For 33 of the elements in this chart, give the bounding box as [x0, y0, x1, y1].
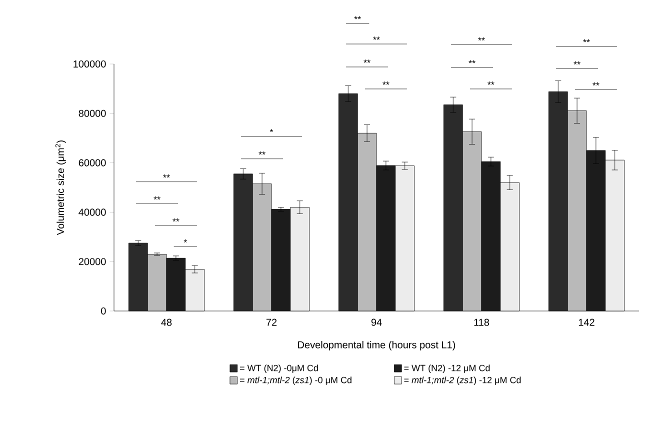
y-tick-label: 40000 — [78, 208, 106, 216]
y-tick-label: 80000 — [78, 110, 106, 117]
y-tick-label: 60000 — [78, 159, 106, 166]
x-tick-label: 142 — [578, 318, 594, 326]
annotation: ** — [154, 196, 160, 200]
legend-label: = WT (N2) -0μM Cd — [240, 364, 318, 373]
annotation: ** — [488, 82, 494, 85]
annotation: ** — [163, 174, 170, 178]
y-tick-label: 0 — [101, 307, 106, 315]
y-tick-label: 20000 — [78, 258, 106, 266]
annotation: ** — [574, 61, 580, 64]
text: ** — [364, 60, 370, 63]
x-tick-label: 94 — [371, 318, 382, 326]
text: ** — [478, 37, 485, 41]
annotation: ** — [592, 82, 600, 86]
text: ** — [468, 60, 476, 64]
x-tick-label: 118 — [474, 318, 490, 326]
x-tick-label: 72 — [266, 318, 277, 326]
text: ** — [373, 36, 380, 40]
legend-label: = WT (N2) -12 μM Cd — [404, 364, 490, 373]
text: ** — [583, 39, 590, 42]
legend-label: = mtl-1;mtl-2 (zs1) -0 μM Cd — [240, 376, 352, 386]
annotation: ** — [172, 218, 180, 222]
annotation: * — [270, 128, 274, 132]
x-axis-title: Developmental time (hours post L1) — [298, 341, 456, 350]
annotation: * — [184, 239, 188, 243]
annotation: ** — [258, 151, 266, 155]
x-tick-label: 48 — [161, 318, 172, 326]
text: ** — [354, 16, 361, 20]
y-tick-label: 100000 — [74, 60, 106, 68]
annotation: ** — [382, 82, 390, 85]
legend-label: = mtl-1;mtl-2 (zs1) -12 μM Cd — [404, 376, 521, 386]
y-axis-title: Volumetric size (μm$^{2}$) — [55, 140, 66, 236]
